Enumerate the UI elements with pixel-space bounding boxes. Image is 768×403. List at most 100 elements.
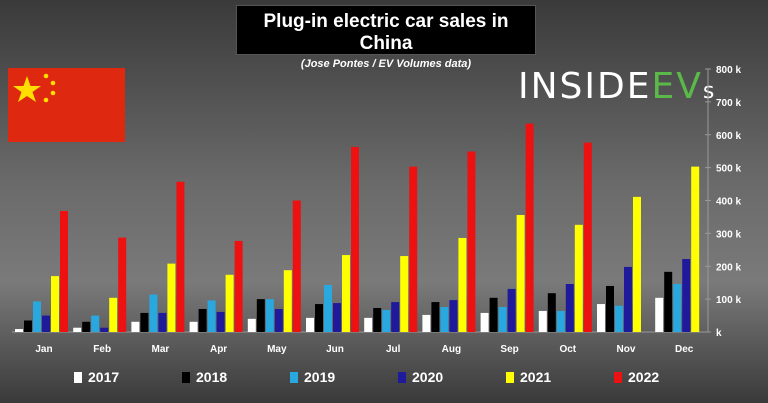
bar-2020-Jun	[333, 303, 341, 332]
y-tick-label: 400 k	[716, 197, 741, 208]
bar-2019-Aug	[440, 307, 449, 332]
bar-2021-Aug	[458, 237, 467, 332]
bar-2018-Oct	[547, 293, 556, 332]
bar-2017-Feb	[73, 327, 82, 332]
legend-swatch	[614, 372, 622, 383]
bar-2020-Feb	[100, 327, 109, 332]
bar-2022-Jan	[60, 211, 68, 332]
legend-label: 2022	[628, 369, 659, 385]
bar-2021-Jun	[342, 255, 350, 332]
bar-2018-Apr	[198, 308, 207, 332]
bar-2020-Jan	[42, 315, 50, 332]
legend-label: 2017	[88, 369, 119, 385]
x-tick-label: Apr	[210, 344, 227, 355]
bar-2020-Dec	[682, 259, 691, 332]
bar-2022-Oct	[583, 142, 592, 332]
x-tick-label: Feb	[93, 344, 111, 355]
legend-label: 2019	[304, 369, 335, 385]
bar-2020-Sep	[507, 288, 516, 332]
bar-2017-Jul	[364, 317, 373, 332]
bar-2019-Oct	[556, 310, 565, 332]
bar-2019-Jul	[382, 309, 391, 332]
x-tick-label: Nov	[617, 344, 636, 355]
x-tick-label: May	[267, 344, 287, 355]
bar-2022-Sep	[525, 123, 534, 332]
bar-2021-Dec	[691, 166, 700, 332]
legend-swatch	[398, 372, 406, 383]
bar-2017-Dec	[655, 297, 664, 332]
bar-2020-Oct	[565, 284, 574, 332]
x-tick-label: Jan	[35, 344, 52, 355]
bar-2018-Feb	[82, 321, 91, 332]
bar-2018-Aug	[431, 302, 440, 332]
legend-label: 2021	[520, 369, 551, 385]
bar-2019-May	[265, 299, 274, 332]
bar-2020-May	[274, 308, 283, 332]
x-tick-label: Jul	[386, 344, 401, 355]
bar-2021-Oct	[574, 224, 583, 332]
bar-2021-Jul	[400, 256, 409, 332]
bar-2019-Apr	[207, 300, 216, 332]
bar-2022-Jun	[351, 146, 359, 332]
x-tick-label: Dec	[675, 344, 694, 355]
y-tick-label: 500 k	[716, 164, 741, 175]
bar-2017-Oct	[538, 310, 547, 332]
bar-2022-May	[292, 200, 301, 332]
title-box: Plug-in electric car sales in China (Jos…	[236, 5, 536, 70]
bar-2017-Sep	[480, 312, 489, 332]
bar-2017-Jan	[15, 329, 23, 332]
y-tick-label: k	[716, 328, 722, 339]
legend-swatch	[182, 372, 190, 383]
bar-2020-Nov	[624, 266, 632, 332]
bar-2021-Sep	[516, 214, 525, 332]
x-tick-label: Aug	[442, 344, 461, 355]
bar-2019-Dec	[673, 284, 682, 332]
bar-2019-Jun	[324, 284, 332, 332]
bar-2020-Jul	[391, 302, 400, 332]
bar-2021-May	[283, 270, 292, 332]
bar-2022-Mar	[176, 181, 185, 332]
bar-2019-Feb	[91, 315, 100, 332]
y-tick-label: 700 k	[716, 98, 741, 109]
legend-swatch	[290, 372, 298, 383]
bar-2018-May	[256, 299, 265, 332]
legend-label: 2020	[412, 369, 443, 385]
x-tick-label: Oct	[559, 344, 576, 355]
legend-label: 2018	[196, 369, 227, 385]
china-flag-icon	[8, 68, 125, 142]
bar-2018-Mar	[140, 312, 149, 332]
bar-2017-Apr	[189, 321, 198, 332]
y-tick-label: 800 k	[716, 65, 741, 76]
bar-2020-Aug	[449, 300, 458, 332]
y-tick-label: 300 k	[716, 229, 741, 240]
bar-2018-Jul	[373, 308, 382, 332]
bar-2017-May	[247, 318, 256, 332]
bar-2020-Apr	[216, 311, 225, 332]
chart-title: Plug-in electric car sales in China	[263, 11, 509, 54]
bar-2022-Jul	[409, 166, 418, 332]
bar-2018-Nov	[606, 285, 614, 332]
x-tick-label: Mar	[152, 344, 170, 355]
bar-2019-Mar	[149, 294, 158, 332]
bar-2019-Jan	[33, 301, 41, 332]
bar-2020-Mar	[158, 312, 167, 332]
y-tick-label: 600 k	[716, 131, 741, 142]
bar-2021-Apr	[225, 274, 234, 332]
bar-2019-Nov	[615, 305, 623, 332]
bar-2021-Jan	[51, 276, 59, 332]
chart-subtitle: (Jose Pontes / EV Volumes data)	[300, 58, 472, 70]
legend-swatch	[74, 372, 82, 383]
legend-swatch	[506, 372, 514, 383]
bar-2021-Nov	[633, 196, 641, 332]
bar-2022-Aug	[467, 151, 476, 332]
insideevs-logo: INSIDEEVs	[518, 66, 717, 107]
bar-2021-Mar	[167, 263, 176, 332]
y-tick-label: 200 k	[716, 262, 741, 273]
x-tick-label: Jun	[326, 344, 344, 355]
bar-2017-Nov	[597, 304, 605, 332]
bar-2022-Feb	[118, 237, 127, 332]
y-tick-label: 100 k	[716, 295, 741, 306]
bar-2018-Jun	[315, 304, 323, 332]
